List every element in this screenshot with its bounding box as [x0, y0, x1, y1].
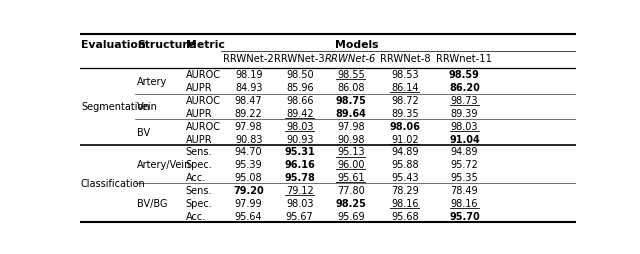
Text: 98.75: 98.75: [335, 96, 366, 106]
Text: Acc.: Acc.: [186, 211, 206, 221]
Text: 95.31: 95.31: [284, 147, 315, 157]
Text: 98.72: 98.72: [391, 96, 419, 106]
Text: RRWNet-8: RRWNet-8: [380, 54, 430, 64]
Text: 98.53: 98.53: [391, 70, 419, 80]
Text: 79.20: 79.20: [233, 185, 264, 195]
Text: 98.47: 98.47: [235, 96, 262, 106]
Text: 98.16: 98.16: [391, 198, 419, 208]
Text: AUROC: AUROC: [186, 70, 221, 80]
Text: 98.50: 98.50: [286, 70, 314, 80]
Text: 97.99: 97.99: [235, 198, 262, 208]
Text: 95.43: 95.43: [391, 172, 419, 182]
Text: 95.68: 95.68: [391, 211, 419, 221]
Text: 91.04: 91.04: [449, 134, 480, 144]
Text: 89.42: 89.42: [286, 108, 314, 118]
Text: 90.83: 90.83: [235, 134, 262, 144]
Text: 86.20: 86.20: [449, 83, 480, 93]
Text: RRWNet-3: RRWNet-3: [275, 54, 325, 64]
Text: Vein: Vein: [137, 102, 158, 112]
Text: 98.03: 98.03: [451, 121, 478, 131]
Text: 98.06: 98.06: [390, 121, 420, 131]
Text: 98.19: 98.19: [235, 70, 262, 80]
Text: AUPR: AUPR: [186, 134, 212, 144]
Text: 86.14: 86.14: [391, 83, 419, 93]
Text: 94.89: 94.89: [391, 147, 419, 157]
Text: Classification: Classification: [81, 179, 146, 189]
Text: 98.03: 98.03: [286, 198, 314, 208]
Text: 89.39: 89.39: [451, 108, 478, 118]
Text: 95.64: 95.64: [235, 211, 262, 221]
Text: 97.98: 97.98: [337, 121, 365, 131]
Text: 95.35: 95.35: [451, 172, 478, 182]
Text: Spec.: Spec.: [186, 160, 212, 170]
Text: Models: Models: [335, 40, 378, 50]
Text: 77.80: 77.80: [337, 185, 365, 195]
Text: 96.16: 96.16: [284, 160, 315, 170]
Text: 97.98: 97.98: [235, 121, 262, 131]
Text: 98.16: 98.16: [451, 198, 478, 208]
Text: Evaluation: Evaluation: [81, 40, 146, 50]
Text: Metric: Metric: [186, 40, 225, 50]
Text: Sens.: Sens.: [186, 147, 212, 157]
Text: Structure: Structure: [137, 40, 195, 50]
Text: 90.93: 90.93: [286, 134, 314, 144]
Text: RRWnet-11: RRWnet-11: [436, 54, 492, 64]
Text: Sens.: Sens.: [186, 185, 212, 195]
Text: Segmentation: Segmentation: [81, 102, 150, 112]
Text: 89.22: 89.22: [235, 108, 262, 118]
Text: 78.49: 78.49: [451, 185, 478, 195]
Text: 94.89: 94.89: [451, 147, 478, 157]
Text: 95.72: 95.72: [451, 160, 478, 170]
Text: 85.96: 85.96: [286, 83, 314, 93]
Text: 98.55: 98.55: [337, 70, 365, 80]
Text: 86.08: 86.08: [337, 83, 365, 93]
Text: 95.08: 95.08: [235, 172, 262, 182]
Text: 95.39: 95.39: [235, 160, 262, 170]
Text: Spec.: Spec.: [186, 198, 212, 208]
Text: Artery: Artery: [137, 76, 167, 86]
Text: BV/BG: BV/BG: [137, 198, 168, 208]
Text: RRWNet-6: RRWNet-6: [325, 54, 376, 64]
Text: 95.88: 95.88: [391, 160, 419, 170]
Text: AUPR: AUPR: [186, 83, 212, 93]
Text: 98.25: 98.25: [335, 198, 366, 208]
Text: 90.98: 90.98: [337, 134, 365, 144]
Text: 95.78: 95.78: [284, 172, 315, 182]
Text: 84.93: 84.93: [235, 83, 262, 93]
Text: 94.70: 94.70: [235, 147, 262, 157]
Text: AUPR: AUPR: [186, 108, 212, 118]
Text: 96.00: 96.00: [337, 160, 365, 170]
Text: 95.61: 95.61: [337, 172, 365, 182]
Text: 98.73: 98.73: [451, 96, 478, 106]
Text: 89.64: 89.64: [335, 108, 366, 118]
Text: AUROC: AUROC: [186, 121, 221, 131]
Text: 98.03: 98.03: [286, 121, 314, 131]
Text: Acc.: Acc.: [186, 172, 206, 182]
Text: RRWNet-2: RRWNet-2: [223, 54, 274, 64]
Text: 95.13: 95.13: [337, 147, 365, 157]
Text: 78.29: 78.29: [391, 185, 419, 195]
Text: AUROC: AUROC: [186, 96, 221, 106]
Text: 91.02: 91.02: [391, 134, 419, 144]
Text: 98.66: 98.66: [286, 96, 314, 106]
Text: 89.35: 89.35: [391, 108, 419, 118]
Text: BV: BV: [137, 128, 150, 138]
Text: 95.69: 95.69: [337, 211, 365, 221]
Text: 95.70: 95.70: [449, 211, 480, 221]
Text: 95.67: 95.67: [286, 211, 314, 221]
Text: Artery/Vein: Artery/Vein: [137, 160, 191, 170]
Text: 98.59: 98.59: [449, 70, 480, 80]
Text: 79.12: 79.12: [286, 185, 314, 195]
